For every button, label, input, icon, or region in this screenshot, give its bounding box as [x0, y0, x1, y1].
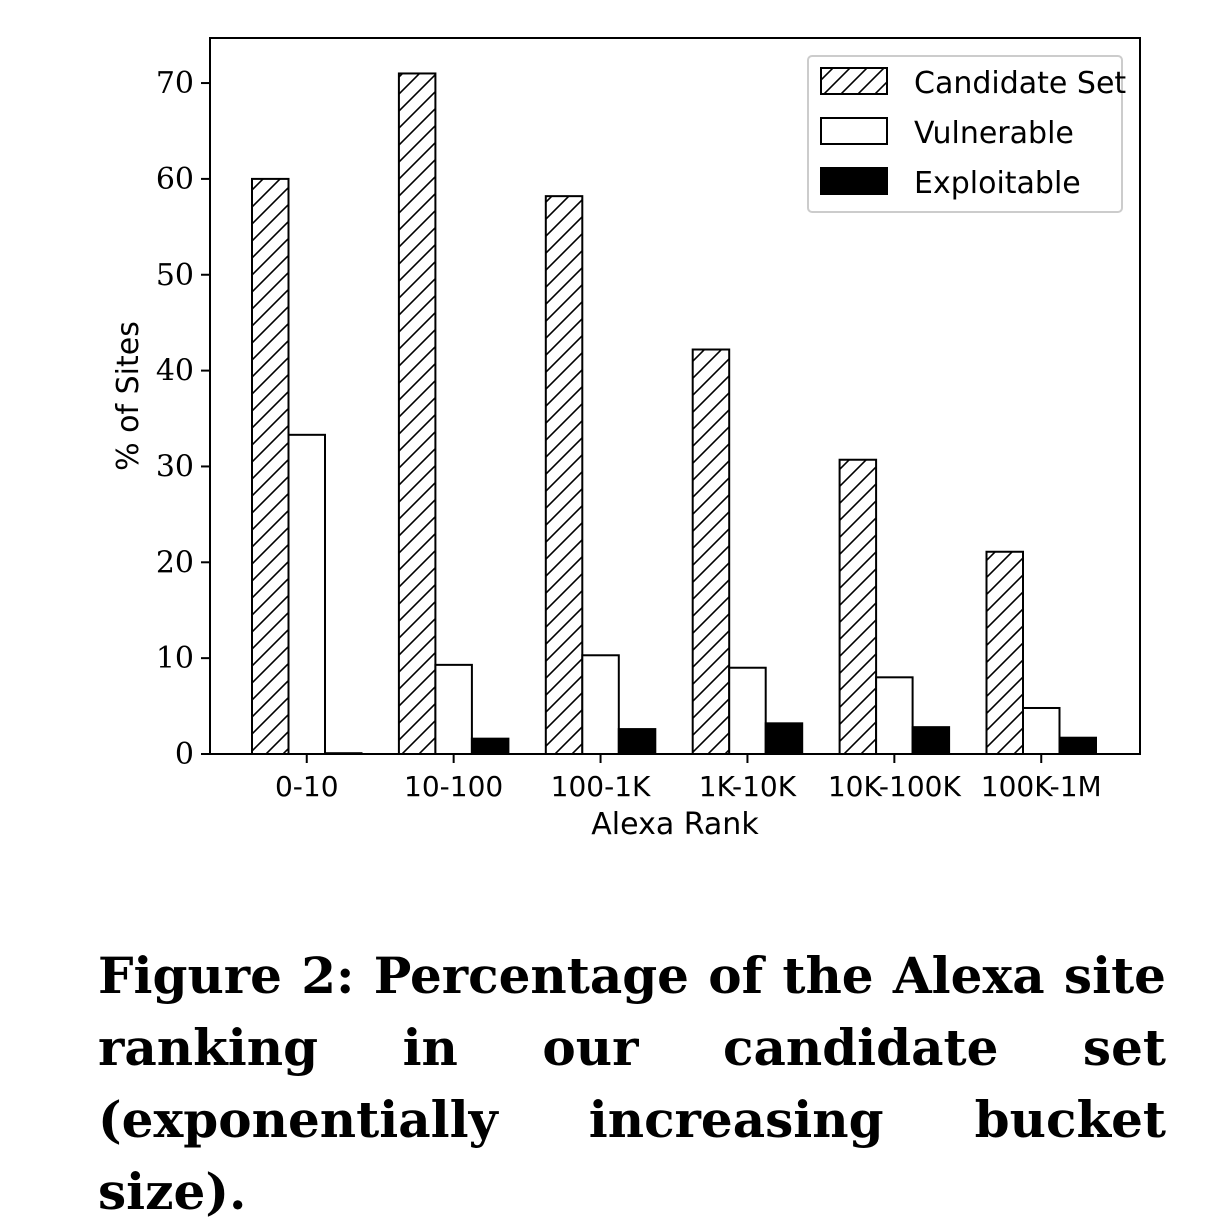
- y-tick-label: 30: [156, 449, 194, 484]
- bar-vulnerable: [728, 666, 767, 755]
- bar-exploitable: [764, 722, 804, 756]
- y-tick-label: 40: [156, 354, 194, 389]
- x-tick-label: 1K-10K: [699, 770, 797, 803]
- y-tick-label: 50: [156, 258, 194, 293]
- x-tick-label: 100-1K: [551, 770, 651, 803]
- y-tick-label: 20: [156, 545, 194, 580]
- x-tick-label: 10-100: [404, 770, 503, 803]
- legend-label: Exploitable: [914, 166, 1081, 201]
- bar-candidate-set: [544, 195, 584, 755]
- legend-swatch: [820, 67, 888, 95]
- bar-candidate-set: [691, 348, 731, 755]
- bar-vulnerable: [434, 663, 473, 755]
- plot-frame: [209, 37, 1141, 755]
- y-tick-label: 70: [156, 66, 194, 101]
- bar-candidate-set: [251, 177, 290, 755]
- bar-candidate-set: [838, 458, 878, 755]
- bar-exploitable: [324, 752, 363, 756]
- legend-label: Vulnerable: [914, 116, 1074, 151]
- bar-vulnerable: [875, 676, 914, 756]
- bar-chart: 0 10 20 30 40 50 60 70 0-10 10-100 100-1K 1K-10K 10…: [111, 37, 1141, 842]
- y-axis: 0 10 20 30 40 50 60 70: [156, 66, 210, 772]
- x-axis-title: Alexa Rank: [591, 807, 759, 842]
- bar-exploitable: [911, 726, 951, 755]
- bar-candidate-set: [397, 72, 437, 755]
- x-tick-label: 0-10: [275, 770, 339, 803]
- legend-label: Candidate Set: [914, 66, 1126, 101]
- y-tick-label: 60: [156, 162, 194, 197]
- figure-caption: Figure 2: Percentage of the Alexa site r…: [98, 946, 1166, 1221]
- bar-vulnerable: [581, 654, 620, 755]
- legend-swatch: [820, 117, 888, 145]
- x-axis: 0-10 10-100 100-1K 1K-10K 10K-100K 100K-1M: [275, 754, 1102, 803]
- bar-vulnerable: [1022, 706, 1061, 756]
- legend-swatch: [820, 167, 888, 195]
- bar-exploitable: [617, 728, 657, 755]
- bar-exploitable: [470, 737, 510, 756]
- bar-vulnerable: [287, 433, 326, 755]
- y-tick-label: 10: [156, 641, 194, 676]
- x-tick-label: 100K-1M: [981, 770, 1102, 803]
- legend: Candidate Set Vulnerable Exploitable: [807, 55, 1126, 213]
- y-tick-label: 0: [175, 737, 194, 772]
- bar-exploitable: [1058, 736, 1097, 756]
- bar-candidate-set: [985, 550, 1024, 755]
- bars: [251, 72, 1097, 756]
- x-tick-label: 10K-100K: [828, 770, 962, 803]
- y-axis-title: % of Sites: [111, 321, 146, 471]
